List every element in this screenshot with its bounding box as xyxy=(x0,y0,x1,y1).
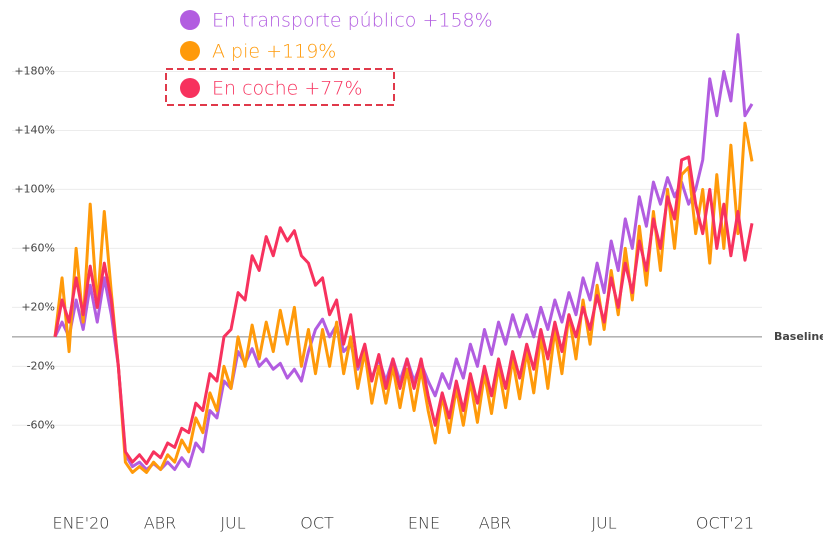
y-tick-label: +140% xyxy=(14,123,55,136)
x-tick-label: OCT'21 xyxy=(696,514,754,533)
series-line xyxy=(53,155,754,466)
x-tick-label: ABR xyxy=(144,514,177,533)
x-tick-label: ENE'20 xyxy=(53,514,110,533)
x-tick-label: ABR xyxy=(479,514,512,533)
legend-highlight-box xyxy=(165,68,395,106)
legend-label: En coche +77% xyxy=(212,78,363,100)
legend-marker xyxy=(180,10,200,30)
y-tick-label: +100% xyxy=(14,182,55,195)
x-tick-label: ENE xyxy=(408,514,440,533)
y-tick-label: +180% xyxy=(14,64,55,77)
x-tick-label: JUL xyxy=(591,514,616,533)
legend-marker xyxy=(180,78,200,98)
x-tick-label: OCT xyxy=(300,514,334,533)
y-tick-label: +20% xyxy=(21,300,55,313)
legend-marker xyxy=(180,41,200,61)
legend-label: A pie +119% xyxy=(212,41,336,63)
y-tick-label: -60% xyxy=(27,418,55,431)
x-tick-label: JUL xyxy=(220,514,245,533)
y-tick-label: -20% xyxy=(27,359,55,372)
baseline-label: Baseline xyxy=(774,330,823,343)
legend-label: En transporte público +158% xyxy=(212,10,493,32)
series-line xyxy=(53,121,754,474)
y-tick-label: +60% xyxy=(21,241,55,254)
